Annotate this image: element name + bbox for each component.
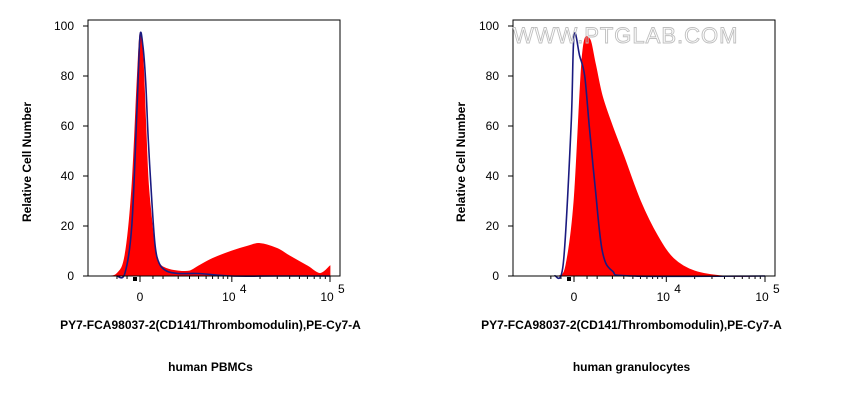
y-tick-label: 40	[486, 169, 500, 183]
y-tick-label: 100	[479, 19, 499, 33]
y-tick-label: 80	[61, 69, 75, 83]
x-axis-label: PY7-FCA98037-2(CD141/Thrombomodulin),PE-…	[60, 318, 361, 332]
y-tick-label: 60	[486, 119, 500, 133]
sample-caption: human granulocytes	[572, 360, 691, 374]
x-tick-exponent: 5	[338, 282, 345, 296]
x-tick-label: 10	[657, 290, 671, 304]
x-ticks: 0 10 4 10 5	[116, 276, 345, 304]
watermark: WWW.PTGLAB.COM	[513, 23, 738, 48]
plot-frame	[512, 19, 776, 277]
x-tick-label: 10	[320, 290, 334, 304]
y-tick-label: 0	[67, 269, 74, 283]
x-tick-exponent: 5	[773, 282, 780, 296]
x-tick-label: 0	[571, 290, 578, 304]
histogram-chart-pbmcs: Relative Cell Number 0 20 40 60 80 100 0 10 4 10…	[20, 19, 345, 304]
histogram-panel-granulocytes: Relative Cell Number 0 20 40 60 80 100 0 10 4 10…	[421, 0, 842, 406]
y-axis-label: Relative Cell Number	[20, 102, 34, 222]
x-tick-exponent: 4	[240, 282, 247, 296]
stained-histogram	[557, 35, 766, 277]
control-histogram	[116, 31, 330, 279]
histogram-panel-pbmcs: Relative Cell Number 0 20 40 60 80 100 0 10 4 10…	[20, 19, 361, 374]
y-tick-label: 40	[61, 169, 75, 183]
plot-frame	[87, 19, 341, 277]
x-tick-label: 0	[137, 290, 144, 304]
sample-caption: human PBMCs	[168, 360, 253, 374]
y-tick-label: 20	[486, 219, 500, 233]
y-axis-label: Relative Cell Number	[454, 102, 468, 222]
y-ticks: 0 20 40 60 80 100	[54, 19, 88, 283]
stained-histogram	[108, 32, 331, 277]
y-tick-label: 60	[61, 119, 75, 133]
zero-marker	[567, 277, 571, 281]
y-tick-label: 0	[492, 269, 499, 283]
y-tick-label: 20	[61, 219, 75, 233]
x-tick-exponent: 4	[674, 282, 681, 296]
zero-marker	[133, 277, 137, 281]
x-axis-label: PY7-FCA98037-2(CD141/Thrombomodulin),PE-…	[481, 318, 782, 332]
x-tick-label: 10	[222, 290, 236, 304]
y-tick-label: 100	[54, 19, 74, 33]
y-tick-label: 80	[486, 69, 500, 83]
y-ticks: 0 20 40 60 80 100	[479, 19, 513, 283]
control-histogram	[553, 32, 766, 280]
x-tick-label: 10	[755, 290, 769, 304]
